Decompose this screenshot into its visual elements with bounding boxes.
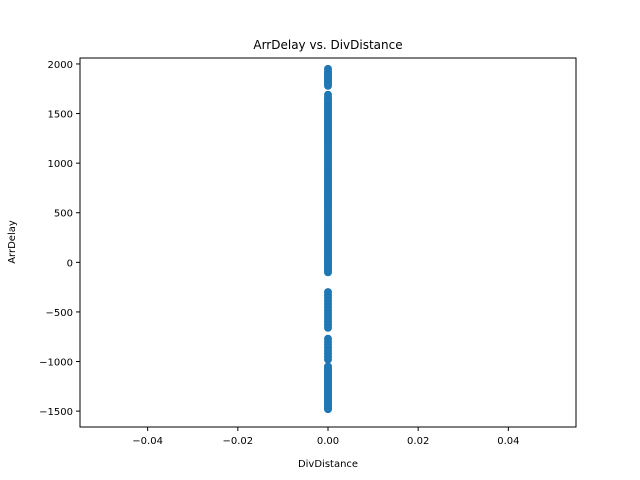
x-axis-label: DivDistance — [298, 459, 358, 470]
x-tick-label: −0.02 — [222, 436, 253, 447]
x-tick-label: −0.04 — [132, 436, 163, 447]
y-tick-label: 2000 — [48, 60, 73, 71]
data-point — [324, 81, 332, 90]
y-tick-label: −1000 — [39, 358, 73, 369]
x-tick-label: 0.02 — [407, 436, 429, 447]
y-tick-label: −1500 — [39, 407, 73, 418]
y-tick-label: 500 — [54, 209, 73, 220]
data-point — [324, 323, 332, 332]
data-point — [324, 355, 332, 364]
data-points — [324, 64, 332, 414]
y-tick-label: 0 — [67, 258, 73, 269]
chart-title: ArrDelay vs. DivDistance — [253, 38, 402, 52]
y-tick-label: 1000 — [48, 159, 73, 170]
x-tick-label: 0.04 — [497, 436, 519, 447]
y-axis: −1500 −1000 −500 0 500 1000 1500 2000 — [39, 60, 80, 418]
data-point — [324, 268, 332, 277]
data-point — [324, 404, 332, 413]
x-tick-label: 0.00 — [317, 436, 339, 447]
y-axis-label: ArrDelay — [7, 220, 18, 264]
data-point — [324, 364, 332, 373]
y-tick-label: −500 — [46, 308, 73, 319]
y-tick-label: 1500 — [48, 110, 73, 121]
x-axis: −0.04 −0.02 0.00 0.02 0.04 — [132, 427, 519, 447]
